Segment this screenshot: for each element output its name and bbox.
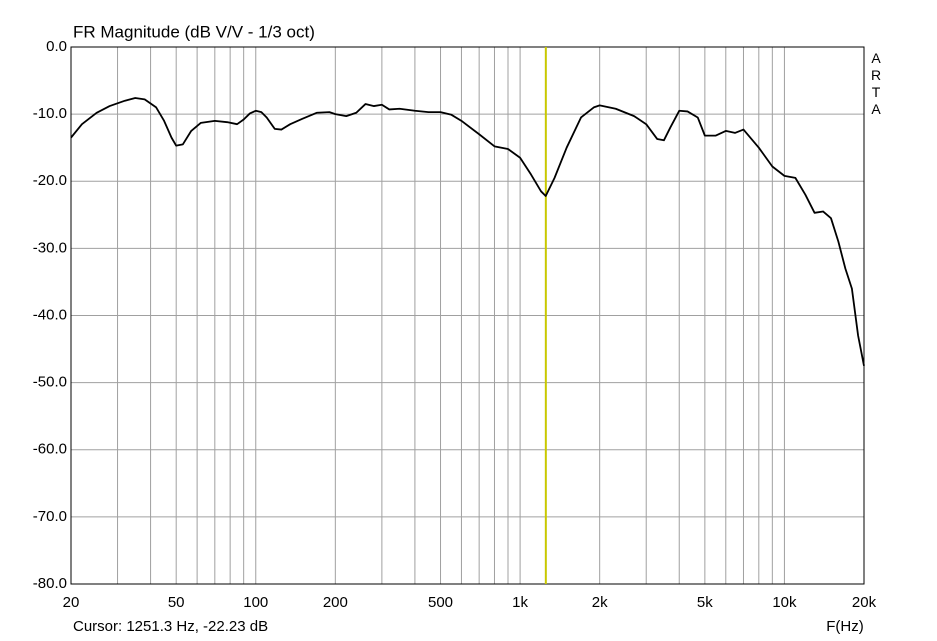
y-tick-label: -20.0 xyxy=(33,172,67,189)
y-tick-label: -40.0 xyxy=(33,306,67,323)
x-tick-label: 500 xyxy=(428,594,453,611)
x-tick-label: 20k xyxy=(852,594,877,611)
y-tick-label: -50.0 xyxy=(33,374,67,391)
series-line xyxy=(70,97,865,367)
x-axis-label: F(Hz) xyxy=(826,618,864,635)
y-tick-label: -60.0 xyxy=(33,441,67,458)
plot-border xyxy=(70,46,865,585)
watermark: ARTA xyxy=(868,50,884,118)
y-tick-label: -10.0 xyxy=(33,105,67,122)
x-tick-label: 1k xyxy=(512,594,528,611)
x-tick-label: 200 xyxy=(323,594,348,611)
x-tick-label: 5k xyxy=(697,594,713,611)
cursor-readout: Cursor: 1251.3 Hz, -22.23 dB xyxy=(73,618,268,635)
y-tick-label: -80.0 xyxy=(33,575,67,592)
x-tick-label: 50 xyxy=(168,594,185,611)
x-tick-label: 100 xyxy=(243,594,268,611)
x-tick-label: 10k xyxy=(772,594,797,611)
y-tick-label: 0.0 xyxy=(46,38,67,55)
chart-title: FR Magnitude (dB V/V - 1/3 oct) xyxy=(73,22,315,41)
x-tick-label: 2k xyxy=(592,594,608,611)
y-tick-label: -70.0 xyxy=(33,508,67,525)
x-tick-label: 20 xyxy=(63,594,80,611)
y-tick-label: -30.0 xyxy=(33,239,67,256)
